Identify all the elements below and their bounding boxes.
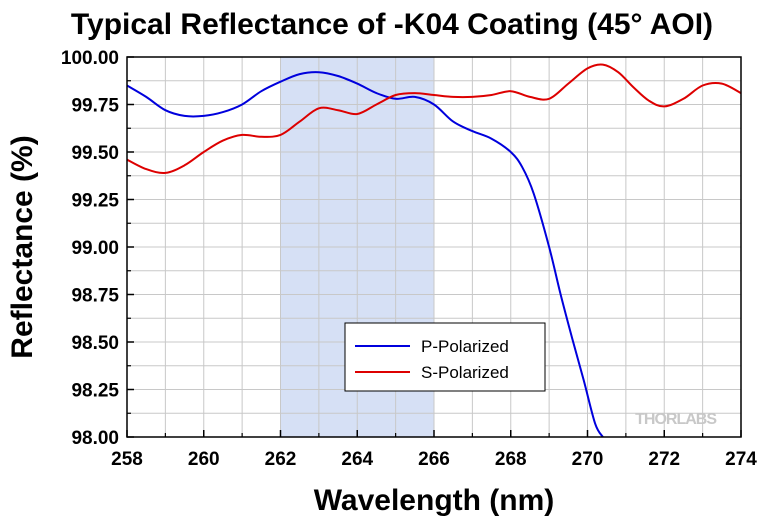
x-tick-label-272: 272 <box>648 449 680 470</box>
x-tick-label-268: 268 <box>495 449 527 470</box>
axis-ticks <box>126 56 742 438</box>
grid-lines <box>127 57 741 437</box>
x-tick-label-270: 270 <box>572 449 604 470</box>
x-tick-labels: 258 260 262 264 266 268 270 272 274 <box>111 449 757 470</box>
y-tick-label-99.25: 99.25 <box>71 191 119 212</box>
y-tick-label-100.00: 100.00 <box>61 48 119 69</box>
chart-title: Typical Reflectance of -K04 Coating (45°… <box>71 8 713 41</box>
series-lines <box>126 63 742 438</box>
y-tick-label-98.50: 98.50 <box>71 333 119 354</box>
legend: P-Polarized S-Polarized <box>344 322 546 392</box>
x-tick-label-274: 274 <box>725 449 757 470</box>
y-tick-labels: 98.00 98.25 98.50 98.75 99.00 99.25 99.50 99.75… <box>61 48 120 449</box>
x-tick-label-264: 264 <box>341 449 373 470</box>
series-line-s-polarized <box>126 63 742 175</box>
y-tick-label-99.50: 99.50 <box>71 143 119 164</box>
legend-label-p-polarized: P-Polarized <box>421 337 509 356</box>
y-tick-label-98.75: 98.75 <box>71 286 119 307</box>
watermark-text: THORLABS <box>635 411 717 428</box>
x-tick-label-262: 262 <box>265 449 297 470</box>
y-tick-label-99.75: 99.75 <box>71 96 119 117</box>
thorlabs-watermark: THORLABS <box>635 411 718 428</box>
x-tick-label-258: 258 <box>111 449 143 470</box>
x-tick-label-266: 266 <box>418 449 450 470</box>
series-line-p-polarized <box>126 71 604 438</box>
x-tick-label-260: 260 <box>188 449 220 470</box>
y-tick-label-98.25: 98.25 <box>71 381 119 402</box>
y-tick-label-99.00: 99.00 <box>71 238 119 259</box>
x-axis-title: Wavelength (nm) <box>314 484 555 517</box>
y-axis-title: Reflectance (%) <box>6 135 39 358</box>
y-tick-label-98.00: 98.00 <box>71 428 119 449</box>
legend-box <box>344 322 546 392</box>
legend-label-s-polarized: S-Polarized <box>421 363 509 382</box>
